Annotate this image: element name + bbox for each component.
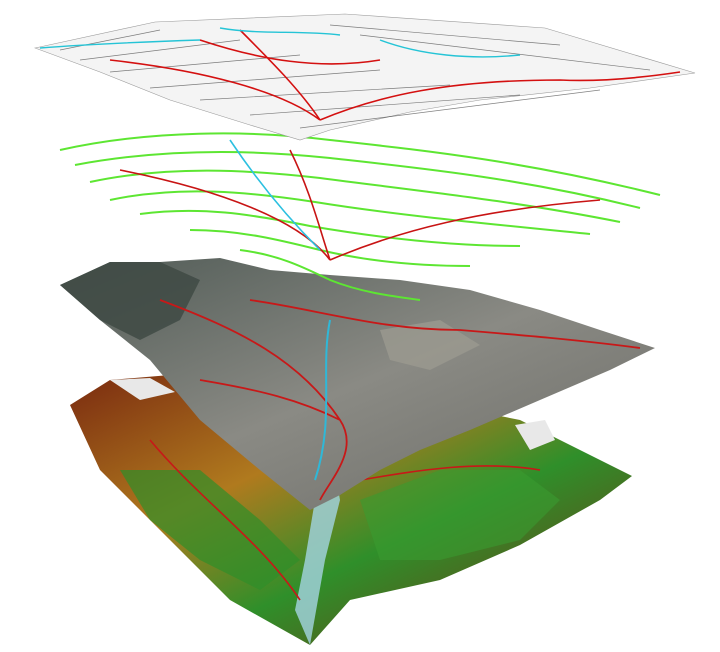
contour-band-1	[59, 132, 661, 196]
dem-green-band-right	[360, 470, 560, 560]
contour-water	[229, 139, 321, 251]
dem-snow-peak-left	[110, 378, 175, 400]
dem-surface	[70, 375, 632, 645]
layer-topographic-map	[33, 13, 696, 141]
ortho-field-patch	[380, 320, 480, 370]
topo-linework	[59, 24, 651, 129]
dem-road	[149, 439, 541, 601]
layer-contours	[59, 132, 661, 301]
dem-green-band-left	[120, 470, 300, 590]
layer-elevation-model	[70, 375, 632, 645]
dem-snow-peak-right	[515, 420, 555, 450]
contour-band-6	[189, 229, 471, 267]
ortho-surface	[60, 258, 655, 510]
contour-band-5	[139, 209, 521, 247]
contour-band-4	[109, 190, 591, 235]
topo-sheet	[33, 13, 696, 141]
contour-band-3	[89, 169, 621, 223]
contour-band-7	[239, 249, 421, 301]
topo-water	[39, 27, 521, 58]
contour-band-2	[74, 151, 641, 209]
topo-roads	[109, 29, 681, 121]
ortho-forest-dark	[60, 262, 200, 340]
ortho-river	[314, 319, 331, 481]
layer-orthophoto	[60, 258, 655, 510]
